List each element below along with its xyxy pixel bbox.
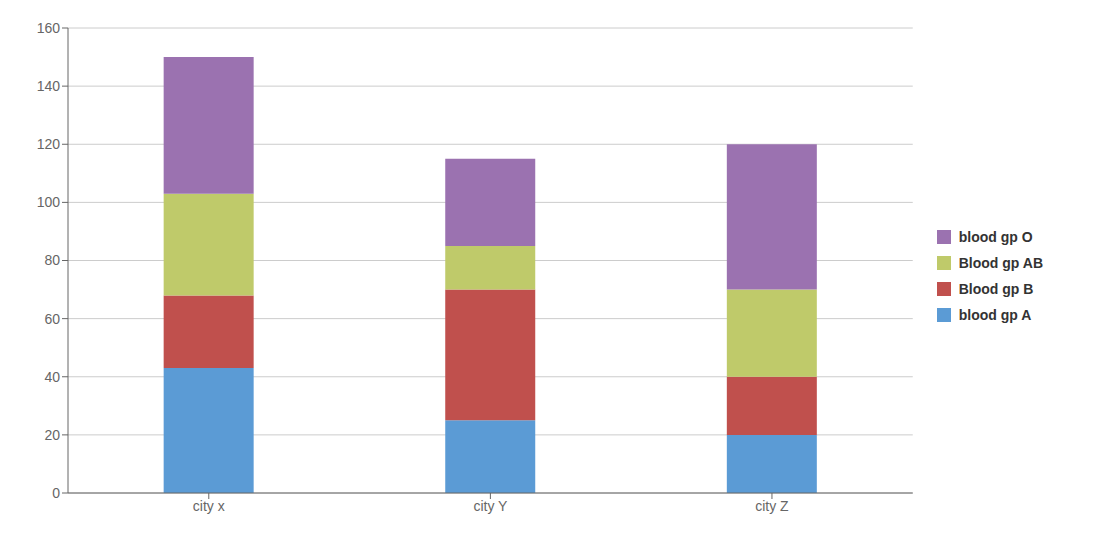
svg-text:80: 80 <box>44 252 60 268</box>
html-text:blood gp A: blood gp A <box>958 306 1032 323</box>
svg-text:60: 60 <box>44 311 60 327</box>
html-text:Blood gp B: Blood gp B <box>958 280 1034 297</box>
svg-text:120: 120 <box>37 136 61 152</box>
svg-text:city Y: city Y <box>473 498 508 514</box>
svg-text:city x: city x <box>193 498 225 514</box>
svg-text:160: 160 <box>37 20 61 36</box>
svg-text:city Z: city Z <box>755 498 789 514</box>
svg-text:140: 140 <box>37 78 61 94</box>
html-text:Blood gp AB: Blood gp AB <box>958 254 1043 271</box>
svg-text:100: 100 <box>37 194 61 210</box>
svg-text:0: 0 <box>52 485 60 501</box>
svg-text:40: 40 <box>44 369 60 385</box>
svg-text:20: 20 <box>44 427 60 443</box>
html-text:blood gp O: blood gp O <box>958 228 1033 245</box>
